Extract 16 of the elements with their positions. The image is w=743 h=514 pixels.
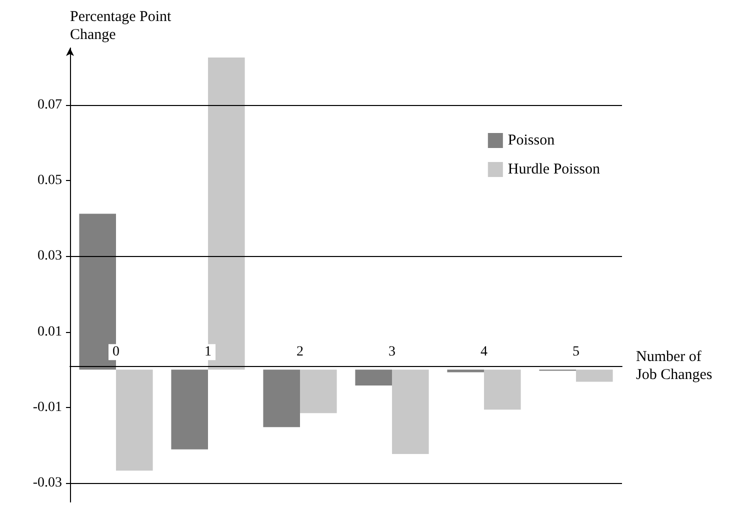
legend-label: Hurdle Poisson xyxy=(508,162,600,178)
y-tick-label: -0.03 xyxy=(32,476,62,491)
y-tick-label: -0.01 xyxy=(32,400,62,415)
x-tick-label: 3 xyxy=(388,344,396,360)
legend-label: Poisson xyxy=(508,132,556,148)
x-tick-label: 4 xyxy=(480,344,488,360)
x-tick-label: 5 xyxy=(572,344,580,360)
y-tick-label: 0.05 xyxy=(38,172,62,188)
y-tick-label: 0.01 xyxy=(38,324,62,340)
x-tick-label: 1 xyxy=(204,344,212,360)
x-tick-label: 0 xyxy=(112,344,120,360)
x-tick-label: 2 xyxy=(296,344,304,360)
x-axis-title: Number of Job Changes xyxy=(636,349,712,384)
y-axis-title: Percentage Point Change xyxy=(70,9,172,43)
y-tick-label: 0.07 xyxy=(38,97,62,112)
y-tick-label: 0.03 xyxy=(38,248,62,264)
